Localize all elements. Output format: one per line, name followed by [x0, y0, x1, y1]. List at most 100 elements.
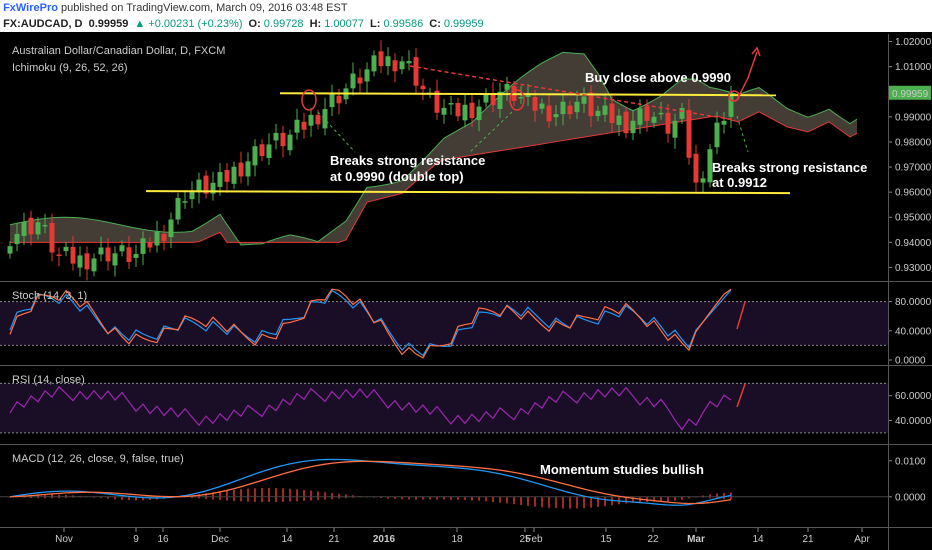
- macd-hist-bar: [408, 496, 410, 500]
- macd-hist-bar: [520, 496, 522, 506]
- chart-canvas[interactable]: 1.020001.010001.000000.990000.980000.970…: [0, 34, 932, 550]
- time-tick-label: 14: [281, 534, 293, 545]
- candle-body: [469, 102, 475, 119]
- candle-body: [301, 121, 307, 130]
- rsi-band: [0, 383, 888, 433]
- macd-hist-bar: [401, 496, 403, 500]
- candle-body: [707, 149, 713, 183]
- candle-body: [217, 172, 223, 187]
- macd-hist-bar: [219, 491, 221, 501]
- symbol-label[interactable]: FX:AUDCAD, D: [3, 18, 83, 30]
- price-tick-label: 1.01000: [895, 62, 932, 73]
- stoch-tick-label: 80.0000: [895, 297, 932, 308]
- candle-body: [35, 222, 41, 235]
- pointer-arrow: [736, 115, 749, 153]
- candle-body: [602, 105, 608, 115]
- brand-link[interactable]: FxWirePro: [3, 2, 58, 14]
- publish-bar: FxWirePro published on TradingView.com, M…: [0, 0, 932, 16]
- annotation-momentum: Momentum studies bullish: [540, 462, 704, 477]
- time-tick-label: 9: [133, 534, 139, 545]
- candle-body: [77, 255, 83, 268]
- price-pane: 1.020001.010001.000000.990000.980000.970…: [0, 37, 932, 282]
- time-tick-label: 25: [519, 534, 531, 545]
- candle-body: [133, 253, 139, 258]
- macd-hist-bar: [331, 492, 333, 500]
- low-value: 0.99586: [383, 18, 424, 30]
- stoch-title: Stoch (14, 3, 1): [12, 290, 87, 302]
- macd-hist-bar: [324, 492, 326, 500]
- macd-hist-bar: [674, 496, 676, 501]
- macd-hist-bar: [667, 496, 669, 502]
- stoch-tick-label: 40.0000: [895, 326, 932, 337]
- open-value: 0.99728: [263, 18, 304, 30]
- double-top-circle: [301, 89, 317, 111]
- candle-body: [434, 90, 440, 113]
- candle-body: [588, 92, 594, 117]
- macd-hist-bar: [128, 496, 130, 501]
- macd-hist-bar: [723, 492, 725, 500]
- macd-hist-bar: [499, 496, 501, 503]
- last-price-label: 0.99959: [892, 89, 929, 100]
- candle-body: [182, 201, 188, 203]
- candle-body: [637, 108, 643, 125]
- annotation-buy: Buy close above 0.9990: [585, 70, 731, 85]
- candle-body: [336, 95, 342, 104]
- macd-hist-bar: [240, 489, 242, 502]
- candle-body: [721, 120, 727, 125]
- macd-hist-bar: [541, 496, 543, 508]
- stoch-band: [0, 301, 888, 346]
- candle-body: [413, 57, 419, 86]
- macd-hist-bar: [464, 496, 466, 501]
- candle-body: [630, 120, 636, 134]
- candle-body: [175, 197, 181, 220]
- time-tick-label: 14: [752, 534, 764, 545]
- candle-body: [329, 93, 335, 108]
- buy-arrow-icon: [736, 51, 758, 101]
- annotation-breaks-1b: at 0.9990 (double top): [330, 169, 464, 184]
- candle-body: [112, 253, 118, 266]
- annotation-breaks-1a: Breaks strong resistance: [330, 153, 485, 168]
- macd-hist-bar: [205, 493, 207, 499]
- candle-body: [357, 77, 363, 84]
- macd-hist-bar: [338, 493, 340, 499]
- candle-body: [714, 122, 720, 148]
- ohlc-bar: FX:AUDCAD, D 0.99959 ▲ +0.00231 (+0.23%) …: [0, 16, 932, 32]
- macd-hist-bar: [282, 488, 284, 502]
- candle-body: [28, 217, 34, 235]
- price-tick-label: 0.99000: [895, 112, 932, 123]
- candle-body: [679, 108, 685, 119]
- macd-hist-bar: [114, 496, 116, 500]
- candle-body: [497, 91, 503, 109]
- macd-hist-bar: [681, 496, 683, 500]
- rsi-title: RSI (14, close): [12, 374, 85, 386]
- candle-body: [70, 246, 76, 264]
- candle-body: [651, 116, 657, 123]
- high-label: H:: [309, 18, 322, 30]
- candle-body: [245, 161, 251, 177]
- candle-body: [91, 258, 97, 272]
- signal-line: [9, 460, 732, 505]
- up-triangle-icon: ▲: [134, 18, 146, 30]
- candle-body: [161, 233, 167, 242]
- macd-hist-bar: [142, 496, 144, 501]
- macd-hist-bar: [212, 492, 214, 500]
- macd-hist-bar: [583, 496, 585, 509]
- macd-hist-bar: [597, 496, 599, 507]
- candle-body: [126, 247, 132, 262]
- macd-hist-bar: [310, 490, 312, 501]
- macd-hist-bar: [387, 496, 389, 499]
- macd-hist-bar: [380, 496, 382, 498]
- candle-body: [567, 105, 573, 115]
- candle-body: [378, 51, 384, 67]
- candle-body: [623, 111, 629, 134]
- candle-body: [441, 107, 447, 115]
- candle-body: [546, 105, 552, 122]
- macd-hist-bar: [590, 496, 592, 508]
- macd-title: MACD (12, 26, close, 9, false, true): [12, 453, 184, 465]
- macd-hist-bar: [548, 496, 550, 508]
- candle-body: [385, 56, 391, 67]
- macd-hist-bar: [625, 496, 627, 504]
- macd-hist-bar: [457, 496, 459, 500]
- candle-body: [574, 101, 580, 113]
